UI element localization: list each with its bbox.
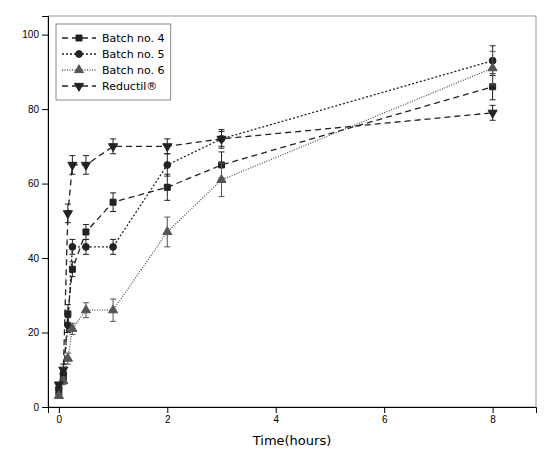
point [63, 211, 72, 219]
tick: 60 [28, 178, 48, 189]
point [54, 382, 63, 390]
point [68, 324, 77, 332]
point [488, 110, 497, 118]
tick: 8 [490, 407, 496, 425]
legend-marker [76, 35, 82, 41]
point [81, 305, 90, 313]
point [163, 227, 172, 235]
point [109, 144, 118, 152]
point [217, 136, 226, 144]
legend-marker [76, 51, 83, 58]
tick-mark [42, 333, 48, 334]
tick-label: 60 [28, 178, 40, 189]
tick: 4 [273, 407, 279, 425]
line [59, 68, 493, 396]
line [59, 61, 493, 389]
legend-label: Batch no. 4 [102, 32, 165, 45]
tick-mark [59, 407, 60, 413]
point [163, 144, 172, 152]
point [69, 243, 76, 250]
tick-label: 80 [28, 104, 40, 115]
tick: 40 [28, 253, 48, 264]
point [164, 184, 170, 190]
tick: 20 [28, 327, 48, 338]
point [81, 162, 90, 170]
tick-mark [42, 258, 48, 259]
point [83, 229, 89, 235]
legend-label: Batch no. 6 [102, 64, 165, 77]
point [54, 391, 63, 399]
legend-entry: Batch no. 4 [62, 32, 165, 45]
legend-label: Batch no. 5 [102, 48, 165, 61]
tick-label: 8 [490, 414, 496, 425]
series [56, 74, 496, 395]
legend-entry: Batch no. 6 [62, 64, 165, 77]
tick: 2 [165, 407, 171, 425]
tick-mark [167, 407, 168, 413]
point [109, 305, 118, 313]
x-axis: 0 2 4 6 8 [49, 407, 537, 425]
legend: Batch no. 4 Batch no. 5 Batch no. 6 Reducti… [56, 24, 171, 100]
error-bar [164, 174, 170, 200]
tick-label: 100 [22, 29, 39, 40]
tick-mark [42, 35, 48, 36]
tick-label: 20 [28, 327, 40, 338]
point [69, 266, 75, 272]
legend-entry: Batch no. 5 [62, 48, 165, 61]
tick: 80 [28, 104, 48, 115]
point [59, 367, 68, 375]
axis-line [42, 17, 49, 408]
point [110, 199, 116, 205]
point [63, 353, 72, 361]
tick: 100 [22, 29, 48, 40]
tick-label: 0 [57, 414, 63, 425]
tick-mark [42, 407, 48, 408]
legend-label: Reductil® [102, 80, 157, 93]
tick-mark [42, 184, 48, 185]
y-axis: 0 20 40 60 80 100 [22, 17, 48, 413]
line [59, 87, 493, 392]
error-bar [69, 239, 75, 254]
tick-mark [276, 407, 277, 413]
chart: 02468020406080100Time(hours)Batch no. 4B… [0, 0, 552, 455]
legend-marker [74, 83, 83, 91]
error-bar [83, 225, 89, 240]
point [164, 162, 171, 169]
error-bar [83, 239, 89, 254]
tick: 6 [382, 407, 388, 425]
legend-frame [56, 24, 171, 100]
axis-line [49, 408, 537, 414]
error-bar [69, 262, 75, 277]
legend-marker [74, 65, 83, 73]
x-axis-title: Time(hours) [252, 433, 332, 448]
tick-label: 40 [28, 253, 40, 264]
tick: 0 [57, 407, 63, 425]
legend-entry: Reductil® [62, 80, 157, 93]
point [110, 243, 117, 250]
series [54, 51, 497, 398]
tick-label: 0 [33, 402, 39, 413]
point [83, 243, 90, 250]
point [488, 63, 497, 71]
error-bar [110, 239, 116, 254]
tick-label: 4 [273, 414, 279, 425]
tick-mark [42, 109, 48, 110]
error-bar [164, 154, 170, 176]
tick-mark [493, 407, 494, 413]
tick-label: 2 [165, 414, 171, 425]
plot-frame [48, 16, 536, 407]
line [59, 113, 493, 385]
point [68, 162, 77, 170]
series [54, 105, 497, 390]
error-bar [110, 193, 116, 212]
tick-mark [384, 407, 385, 413]
tick-label: 6 [382, 414, 388, 425]
point [217, 175, 226, 183]
tick: 0 [33, 402, 48, 413]
